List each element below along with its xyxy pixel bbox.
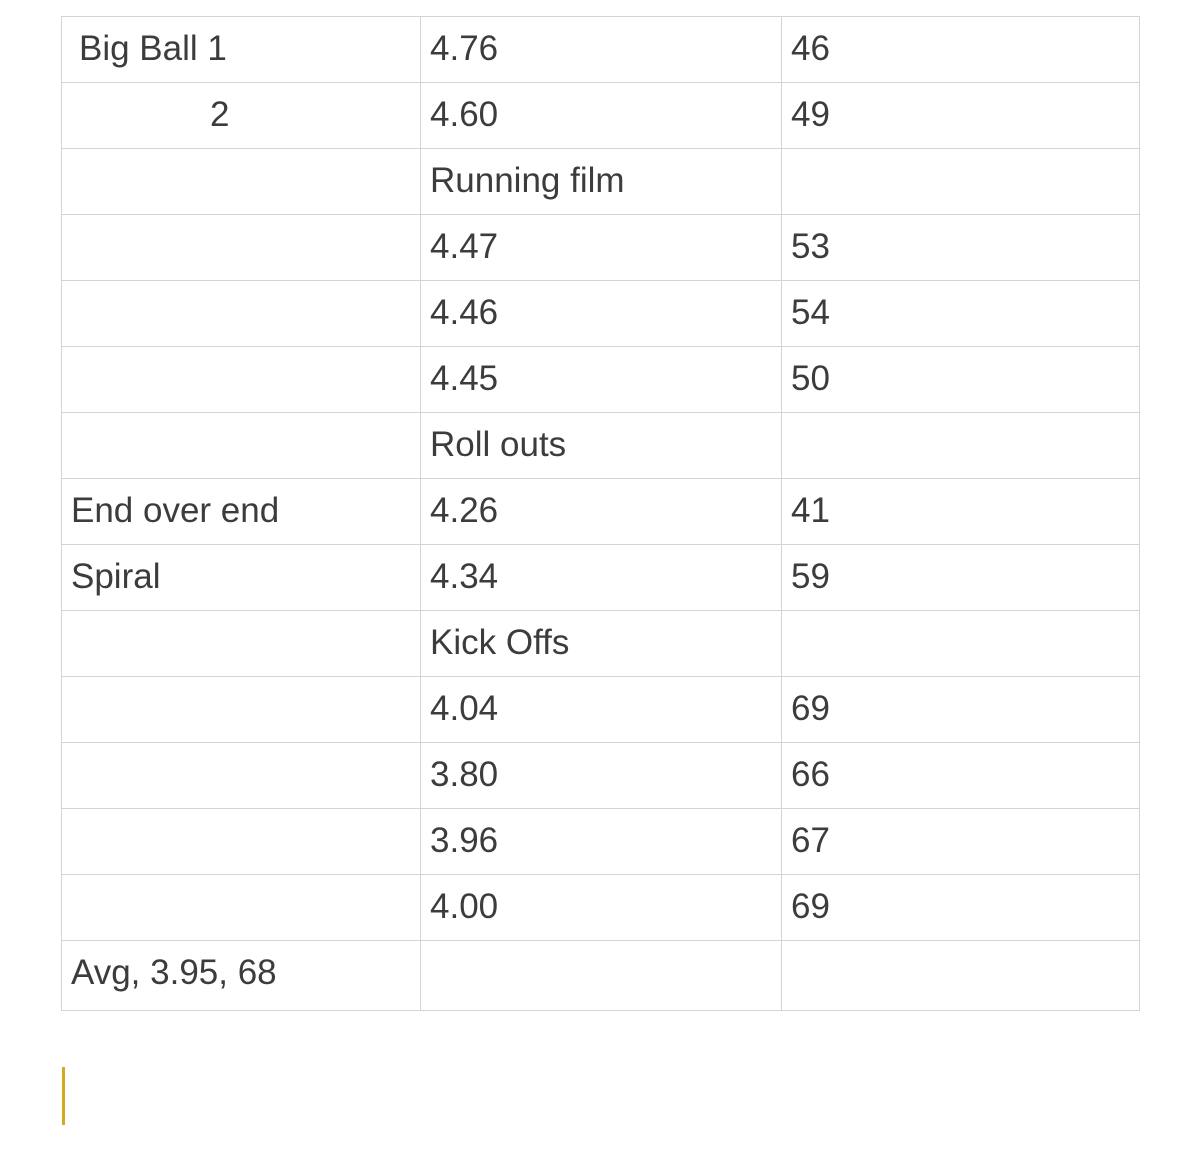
- table-row: Kick Offs: [61, 610, 1140, 677]
- table-cell[interactable]: 50: [781, 346, 1140, 413]
- table-cell[interactable]: [61, 148, 421, 215]
- table-row: 4.04 69: [61, 676, 1140, 743]
- table-cell[interactable]: [61, 214, 421, 281]
- table-row: 3.80 66: [61, 742, 1140, 809]
- table-cell[interactable]: [61, 874, 421, 941]
- table-row: 3.96 67: [61, 808, 1140, 875]
- table-cell[interactable]: 4.60: [420, 82, 782, 149]
- table-cell[interactable]: End over end: [61, 478, 421, 545]
- table-row: 2 4.60 49: [61, 82, 1140, 149]
- table-row: Roll outs: [61, 412, 1140, 479]
- table-row: 4.00 69: [61, 874, 1140, 941]
- table-row: 4.47 53: [61, 214, 1140, 281]
- table-row: 4.45 50: [61, 346, 1140, 413]
- table-cell[interactable]: Roll outs: [420, 412, 782, 479]
- table-row: Running film: [61, 148, 1140, 215]
- table-cell[interactable]: 4.04: [420, 676, 782, 743]
- table-row: Big Ball 1 4.76 46: [61, 16, 1140, 83]
- table-cell[interactable]: 4.46: [420, 280, 782, 347]
- table-cell[interactable]: 4.00: [420, 874, 782, 941]
- table-cell[interactable]: [61, 808, 421, 875]
- table-cell[interactable]: 49: [781, 82, 1140, 149]
- table-cell[interactable]: [61, 610, 421, 677]
- table-cell[interactable]: Running film: [420, 148, 782, 215]
- table-cell[interactable]: 69: [781, 874, 1140, 941]
- table-cell[interactable]: 59: [781, 544, 1140, 611]
- table-cell[interactable]: Spiral: [61, 544, 421, 611]
- table-cell[interactable]: 53: [781, 214, 1140, 281]
- table-cell[interactable]: 4.26: [420, 478, 782, 545]
- table-cell[interactable]: 67: [781, 808, 1140, 875]
- table-cell[interactable]: 69: [781, 676, 1140, 743]
- table-cell[interactable]: [781, 148, 1140, 215]
- table-cell[interactable]: 2: [61, 82, 421, 149]
- table-cell[interactable]: 46: [781, 16, 1140, 83]
- table-cell[interactable]: 4.34: [420, 544, 782, 611]
- table-cell[interactable]: 66: [781, 742, 1140, 809]
- table-cell[interactable]: 4.47: [420, 214, 782, 281]
- table-cell[interactable]: [781, 610, 1140, 677]
- table-row: Spiral 4.34 59: [61, 544, 1140, 611]
- table-cell[interactable]: [781, 940, 1140, 1011]
- table-cell[interactable]: 3.80: [420, 742, 782, 809]
- table-cell[interactable]: [61, 676, 421, 743]
- notes-table: Big Ball 1 4.76 46 2 4.60 49 Running fil…: [61, 16, 1140, 1011]
- table-cell[interactable]: 41: [781, 478, 1140, 545]
- table-row: 4.46 54: [61, 280, 1140, 347]
- table-row: End over end 4.26 41: [61, 478, 1140, 545]
- table-cell[interactable]: [61, 742, 421, 809]
- table-cell[interactable]: [61, 412, 421, 479]
- table-cell[interactable]: 4.45: [420, 346, 782, 413]
- table-cell[interactable]: 3.96: [420, 808, 782, 875]
- table-cell[interactable]: [61, 346, 421, 413]
- table-cell[interactable]: Avg, 3.95, 68: [61, 940, 421, 1011]
- text-cursor: [62, 1067, 65, 1125]
- table-cell[interactable]: [781, 412, 1140, 479]
- table-row: Avg, 3.95, 68: [61, 940, 1140, 1011]
- table-cell[interactable]: [61, 280, 421, 347]
- table-cell[interactable]: [420, 940, 782, 1011]
- table-cell[interactable]: 54: [781, 280, 1140, 347]
- table-cell[interactable]: Kick Offs: [420, 610, 782, 677]
- table-cell[interactable]: 4.76: [420, 16, 782, 83]
- table-cell[interactable]: Big Ball 1: [61, 16, 421, 83]
